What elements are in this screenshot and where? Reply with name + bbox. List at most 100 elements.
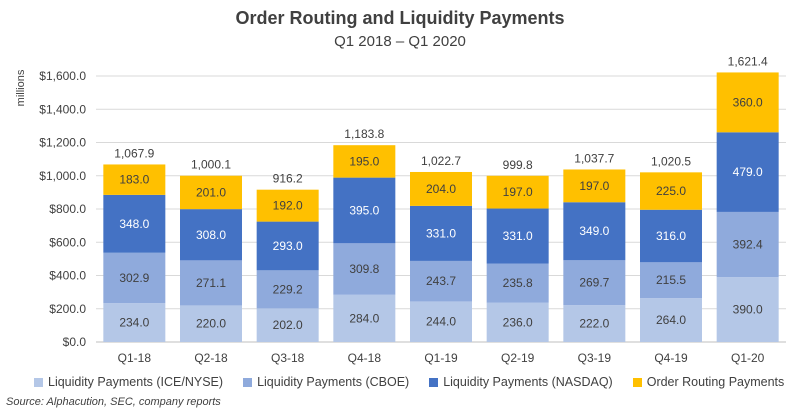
y-tick-label: $600.0: [49, 235, 86, 249]
x-tick-label: Q3-18: [271, 351, 305, 365]
total-label: 1,022.7: [421, 154, 461, 168]
legend-label-order-routing: Order Routing Payments: [646, 375, 785, 389]
data-label: 234.0: [119, 316, 149, 330]
data-label: 201.0: [196, 185, 226, 199]
x-tick-label: Q2-18: [194, 351, 228, 365]
y-tick-label: $0.0: [63, 335, 87, 349]
legend-swatch-order-routing: [632, 377, 642, 387]
legend-item-order-routing: Order Routing Payments: [632, 375, 785, 389]
data-label: 360.0: [733, 95, 763, 109]
data-label: 302.9: [119, 271, 149, 285]
total-label: 1,000.1: [191, 158, 231, 172]
data-label: 225.0: [656, 184, 686, 198]
chart-subtitle: Q1 2018 – Q1 2020: [334, 33, 466, 50]
y-tick-label: $1,000.0: [39, 169, 86, 183]
data-label: 236.0: [503, 315, 533, 329]
source-note: Source: Alphacution, SEC, company report…: [6, 396, 221, 408]
bar-segment: [563, 260, 626, 306]
bar-segment: [563, 202, 626, 261]
data-label: 331.0: [426, 226, 456, 240]
y-tick-label: $800.0: [49, 202, 86, 216]
bar-segment: [486, 263, 549, 303]
bar-segment: [333, 243, 396, 295]
total-label: 916.2: [273, 172, 303, 186]
data-label: 220.0: [196, 317, 226, 331]
legend-swatch-nasdaq: [429, 377, 439, 387]
bar-segment: [410, 205, 472, 261]
bar-segment: [563, 169, 626, 203]
bar-segment: [180, 260, 242, 306]
data-label: 192.0: [273, 199, 303, 213]
bar-segment: [563, 305, 626, 342]
bar-segment: [180, 175, 242, 210]
data-label: 271.1: [196, 276, 226, 290]
x-tick-label: Q2-19: [501, 351, 535, 365]
bar-segment: [716, 211, 779, 278]
data-label: 331.0: [503, 229, 533, 243]
chart-legend: Liquidity Payments (ICE/NYSE) Liquidity …: [34, 375, 794, 389]
bar-segment: [640, 172, 702, 210]
y-tick-label: $200.0: [49, 302, 86, 316]
total-label: 1,037.7: [574, 151, 614, 165]
bar-segment: [486, 302, 549, 342]
data-label: 390.0: [733, 303, 763, 317]
bar-segment: [256, 308, 319, 342]
data-label: 235.8: [503, 276, 533, 290]
data-label: 308.0: [196, 228, 226, 242]
data-label: 349.0: [579, 224, 609, 238]
data-label: 243.7: [426, 274, 456, 288]
legend-item-cboe: Liquidity Payments (CBOE): [243, 375, 409, 389]
data-label: 229.2: [273, 282, 303, 296]
x-tick-label: Q1-19: [424, 351, 458, 365]
data-label: 215.5: [656, 273, 686, 287]
legend-label-cboe: Liquidity Payments (CBOE): [257, 375, 410, 389]
y-tick-label: $1,200.0: [39, 136, 86, 150]
total-label: 1,020.5: [651, 154, 691, 168]
legend-label-nasdaq: Liquidity Payments (NASDAQ): [443, 375, 613, 389]
data-label: 197.0: [503, 185, 533, 199]
bar-segment: [333, 294, 396, 342]
bar-segment: [410, 260, 472, 302]
data-label: 195.0: [349, 154, 379, 168]
bar-segment: [640, 298, 702, 342]
bar-segment: [103, 252, 166, 304]
data-label: 264.0: [656, 313, 686, 327]
bar-segment: [256, 189, 319, 222]
data-label: 309.8: [349, 262, 379, 276]
legend-swatch-ice-nyse: [34, 377, 43, 387]
bar-segment: [486, 208, 549, 264]
chart-title: Order Routing and Liquidity Payments: [235, 8, 565, 28]
bar-segment: [103, 303, 166, 342]
bar-segment: [486, 175, 549, 209]
total-label: 1,621.4: [728, 54, 768, 68]
data-label: 244.0: [426, 315, 456, 329]
legend-item-nasdaq: Liquidity Payments (NASDAQ): [429, 375, 613, 389]
bar-segment: [410, 301, 472, 342]
bar-segment: [640, 262, 702, 299]
data-label: 269.7: [579, 276, 609, 290]
legend-swatch-cboe: [243, 377, 253, 387]
total-label: 1,067.9: [114, 146, 154, 160]
bar-segment: [716, 277, 779, 342]
bar-segment: [640, 209, 702, 263]
data-label: 204.0: [426, 182, 456, 196]
data-label: 284.0: [349, 311, 379, 325]
bar-segment: [180, 305, 242, 342]
x-tick-label: Q1-18: [118, 351, 152, 365]
legend-item-ice-nyse: Liquidity Payments (ICE/NYSE): [34, 375, 223, 389]
total-label: 1,183.8: [344, 127, 384, 141]
data-label: 479.0: [733, 165, 763, 179]
data-label: 183.0: [119, 173, 149, 187]
x-tick-label: Q1-20: [731, 351, 765, 365]
bar-segment: [333, 145, 396, 178]
y-axis-label: millions: [15, 69, 27, 106]
total-label: 999.8: [503, 158, 533, 172]
data-label: 222.0: [579, 317, 609, 331]
data-label: 293.0: [273, 239, 303, 253]
bar-segment: [716, 72, 779, 133]
bar-segment: [716, 132, 779, 212]
legend-label-ice-nyse: Liquidity Payments (ICE/NYSE): [48, 375, 224, 389]
bar-segment: [103, 194, 166, 253]
y-tick-label: $400.0: [49, 269, 86, 283]
data-label: 197.0: [579, 179, 609, 193]
